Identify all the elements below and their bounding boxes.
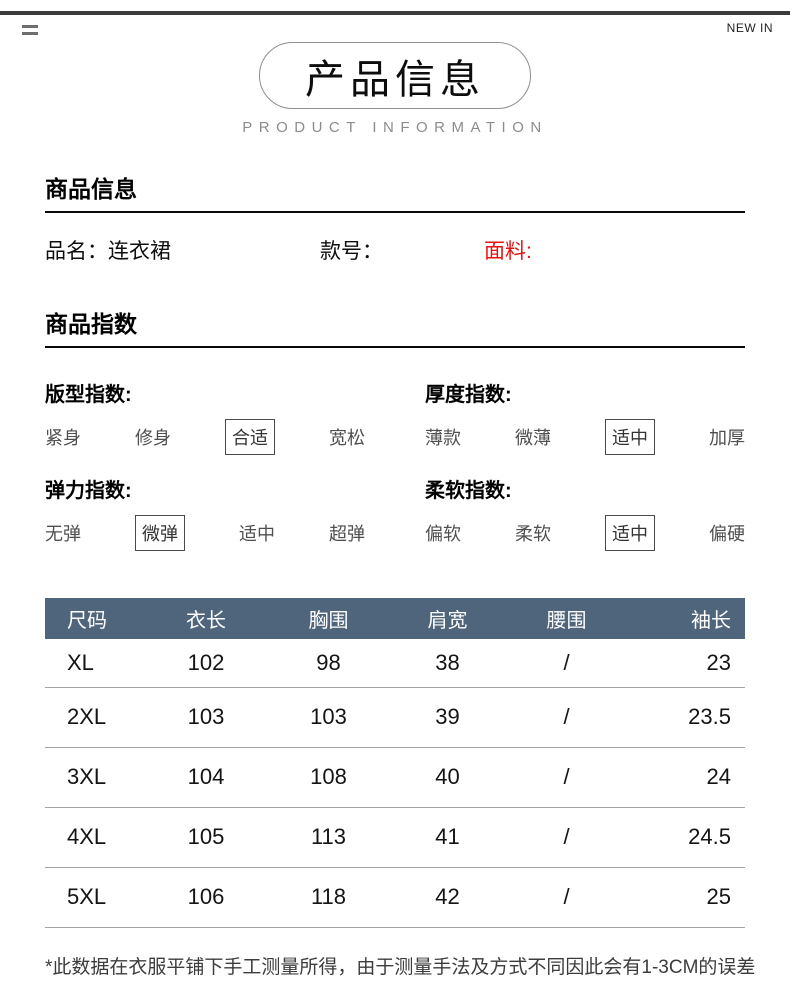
table-cell: XL bbox=[45, 639, 143, 688]
option-chip: 加厚 bbox=[709, 428, 745, 448]
option-chip: 偏硬 bbox=[709, 524, 745, 544]
table-cell: 102 bbox=[143, 639, 269, 688]
menu-icon-bar bbox=[22, 25, 38, 28]
measurement-disclaimer: *此数据在衣服平铺下手工测量所得，由于测量手法及方式不同因此会有1-3CM的误差 bbox=[45, 956, 756, 978]
table-row: 5XL 106 118 42 / 25 bbox=[45, 867, 745, 928]
content-area: 商品信息 品名：连衣裙 款号： 面料: 商品指数 版型指数: 紧身 修身 合适 … bbox=[45, 170, 756, 979]
table-cell: 106 bbox=[143, 867, 269, 928]
table-cell: 39 bbox=[388, 687, 507, 748]
table-cell: 5XL bbox=[45, 867, 143, 928]
option-chip: 超弹 bbox=[329, 524, 365, 544]
size-table-header-cell: 胸围 bbox=[269, 598, 388, 639]
table-cell: 3XL bbox=[45, 747, 143, 808]
product-fields-row: 品名：连衣裙 款号： 面料: bbox=[45, 235, 745, 265]
index-group-softness: 柔软指数: 偏软 柔软 适中 偏硬 bbox=[425, 474, 745, 551]
index-options: 偏软 柔软 适中 偏硬 bbox=[425, 515, 745, 551]
option-chip-selected: 合适 bbox=[225, 419, 275, 455]
new-in-label: NEW IN bbox=[726, 21, 773, 35]
table-row: XL 102 98 38 / 23 bbox=[45, 639, 745, 688]
field-product-name: 品名：连衣裙 bbox=[45, 235, 320, 265]
index-row-2: 弹力指数: 无弹 微弹 适中 超弹 柔软指数: 偏软 柔软 适中 偏硬 bbox=[45, 474, 745, 551]
index-options: 紧身 修身 合适 宽松 bbox=[45, 419, 365, 455]
table-cell: 113 bbox=[269, 807, 388, 868]
table-cell: / bbox=[507, 687, 626, 748]
index-group-thickness: 厚度指数: 薄款 微薄 适中 加厚 bbox=[425, 378, 745, 455]
option-chip-selected: 适中 bbox=[605, 419, 655, 455]
table-cell: 118 bbox=[269, 867, 388, 928]
table-cell: 40 bbox=[388, 747, 507, 808]
table-cell: 103 bbox=[143, 687, 269, 748]
table-cell: 104 bbox=[143, 747, 269, 808]
table-row: 2XL 103 103 39 / 23.5 bbox=[45, 687, 745, 748]
table-cell: 25 bbox=[626, 867, 745, 928]
table-cell: 24 bbox=[626, 747, 745, 808]
option-chip: 柔软 bbox=[515, 524, 551, 544]
field-fabric: 面料: bbox=[484, 235, 532, 265]
index-options: 无弹 微弹 适中 超弹 bbox=[45, 515, 365, 551]
table-cell: 103 bbox=[269, 687, 388, 748]
index-row-1: 版型指数: 紧身 修身 合适 宽松 厚度指数: 薄款 微薄 适中 加厚 bbox=[45, 378, 745, 455]
index-group-label: 弹力指数: bbox=[45, 480, 132, 502]
option-chip: 紧身 bbox=[45, 428, 81, 448]
option-chip: 薄款 bbox=[425, 428, 461, 448]
index-group-label: 厚度指数: bbox=[425, 384, 512, 406]
index-options: 薄款 微薄 适中 加厚 bbox=[425, 419, 745, 455]
menu-icon[interactable] bbox=[22, 25, 38, 39]
size-table-header-row: 尺码 衣长 胸围 肩宽 腰围 袖长 bbox=[45, 598, 745, 639]
table-cell: 23 bbox=[626, 639, 745, 688]
option-chip: 适中 bbox=[239, 524, 275, 544]
index-group-elasticity: 弹力指数: 无弹 微弹 适中 超弹 bbox=[45, 474, 365, 551]
size-table-header-cell: 尺码 bbox=[45, 598, 143, 639]
table-cell: 98 bbox=[269, 639, 388, 688]
size-table-header-cell: 袖长 bbox=[626, 598, 745, 639]
section-title-product-info: 商品信息 bbox=[45, 170, 745, 213]
size-table-header-cell: 腰围 bbox=[507, 598, 626, 639]
page-title-badge: 产品信息 bbox=[259, 42, 531, 109]
index-group-label: 版型指数: bbox=[45, 384, 132, 406]
option-chip: 偏软 bbox=[425, 524, 461, 544]
table-row: 3XL 104 108 40 / 24 bbox=[45, 747, 745, 808]
table-cell: 2XL bbox=[45, 687, 143, 748]
option-chip: 无弹 bbox=[45, 524, 81, 544]
size-table: 尺码 衣长 胸围 肩宽 腰围 袖长 XL 102 98 38 / 23 bbox=[45, 598, 745, 928]
table-cell: / bbox=[507, 807, 626, 868]
index-group-label: 柔软指数: bbox=[425, 480, 512, 502]
table-cell: / bbox=[507, 747, 626, 808]
page-title: 产品信息 bbox=[305, 57, 485, 102]
field-style-number: 款号： bbox=[320, 235, 484, 265]
top-divider-bar bbox=[0, 11, 790, 15]
option-chip: 宽松 bbox=[329, 428, 365, 448]
section-title-product-index: 商品指数 bbox=[45, 305, 745, 348]
product-name-value: 连衣裙 bbox=[108, 240, 171, 263]
table-cell: / bbox=[507, 867, 626, 928]
table-row: 4XL 105 113 41 / 24.5 bbox=[45, 807, 745, 868]
index-group-fit: 版型指数: 紧身 修身 合适 宽松 bbox=[45, 378, 365, 455]
option-chip-selected: 适中 bbox=[605, 515, 655, 551]
style-number-label: 款号： bbox=[320, 240, 383, 263]
option-chip: 修身 bbox=[135, 428, 171, 448]
option-chip: 微薄 bbox=[515, 428, 551, 448]
fabric-label: 面料: bbox=[484, 240, 532, 263]
table-cell: 38 bbox=[388, 639, 507, 688]
table-cell: 24.5 bbox=[626, 807, 745, 868]
table-cell: 23.5 bbox=[626, 687, 745, 748]
table-cell: 42 bbox=[388, 867, 507, 928]
table-cell: 105 bbox=[143, 807, 269, 868]
option-chip-selected: 微弹 bbox=[135, 515, 185, 551]
product-name-label: 品名： bbox=[45, 240, 108, 263]
size-table-header-cell: 衣长 bbox=[143, 598, 269, 639]
menu-icon-bar bbox=[22, 32, 38, 35]
table-cell: 4XL bbox=[45, 807, 143, 868]
page-subtitle: PRODUCT INFORMATION bbox=[242, 119, 548, 136]
table-cell: 41 bbox=[388, 807, 507, 868]
table-cell: / bbox=[507, 639, 626, 688]
table-cell: 108 bbox=[269, 747, 388, 808]
size-table-header-cell: 肩宽 bbox=[388, 598, 507, 639]
